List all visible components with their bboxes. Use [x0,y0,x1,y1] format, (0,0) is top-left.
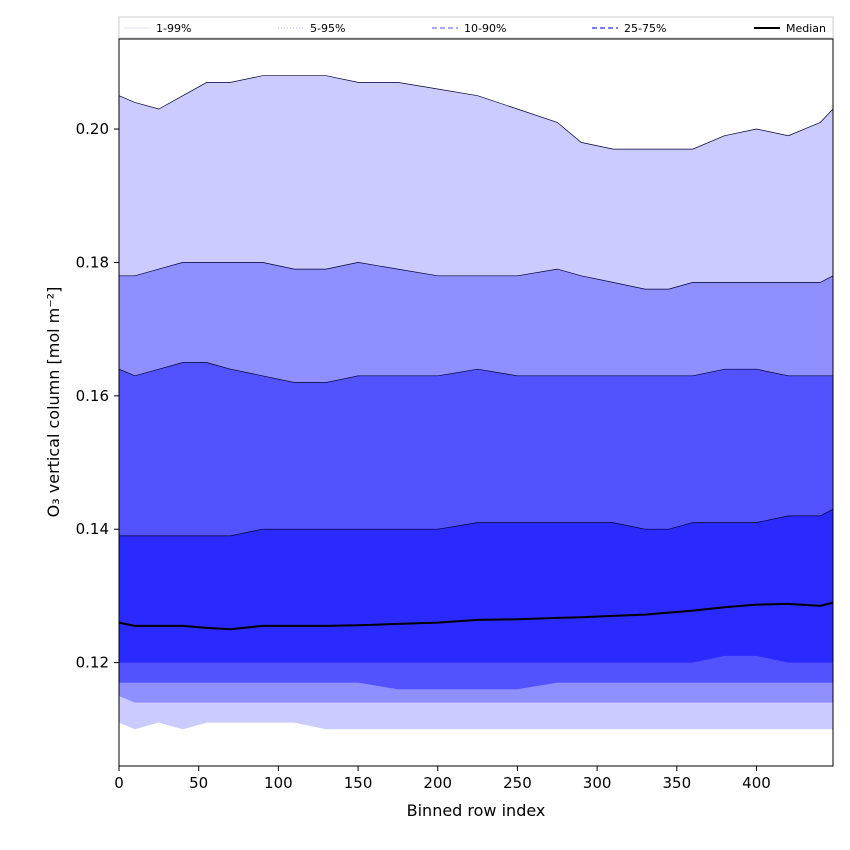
x-tick-label: 300 [583,774,612,792]
legend: 1-99% 5-95% 10-90% 25-75% Median [118,16,834,39]
band-25-75 [119,509,833,663]
legend-label: 25-75% [624,22,666,35]
band-upper-edge-5-95 [119,262,834,290]
legend-item-25-75: 25-75% [592,22,666,35]
x-tick-label: 50 [189,774,208,792]
x-axis-label: Binned row index [407,801,546,820]
x-tick-label: 150 [344,774,373,792]
legend-item-5-95: 5-95% [278,22,345,35]
y-tick-label: 0.16 [76,387,109,405]
y-tick-label: 0.20 [76,120,109,138]
y-tick-label: 0.12 [76,654,109,672]
y-axis: 0.12 0.14 0.16 0.18 0.20 [76,120,119,672]
y-tick-label: 0.14 [76,520,109,538]
y-tick-label: 0.18 [76,253,109,271]
plot-frame [118,38,834,767]
legend-label: 10-90% [464,22,506,35]
x-tick-label: 100 [264,774,293,792]
legend-label: Median [786,22,826,35]
x-tick-label: 400 [742,774,771,792]
x-axis: 0 50 100 150 200 250 300 350 400 [114,766,771,792]
legend-item-median: Median [754,22,826,35]
band-upper-edge-25-75 [119,508,834,537]
band-upper-edge-10-90 [118,362,833,383]
lines-layer [118,75,834,631]
x-tick-label: 0 [114,774,124,792]
y-axis-label: O₃ vertical column [mol m⁻²] [44,287,63,518]
legend-item-1-99: 1-99% [124,22,191,35]
bands-layer [119,75,833,730]
legend-label: 5-95% [310,22,345,35]
x-tick-label: 350 [662,774,691,792]
legend-label: 1-99% [156,22,191,35]
x-tick-label: 250 [503,774,532,792]
series-line-median [118,601,834,631]
legend-item-10-90: 10-90% [432,22,506,35]
legend-frame [118,16,834,39]
x-tick-label: 200 [423,774,452,792]
band-upper-edge-1-99 [118,75,834,150]
